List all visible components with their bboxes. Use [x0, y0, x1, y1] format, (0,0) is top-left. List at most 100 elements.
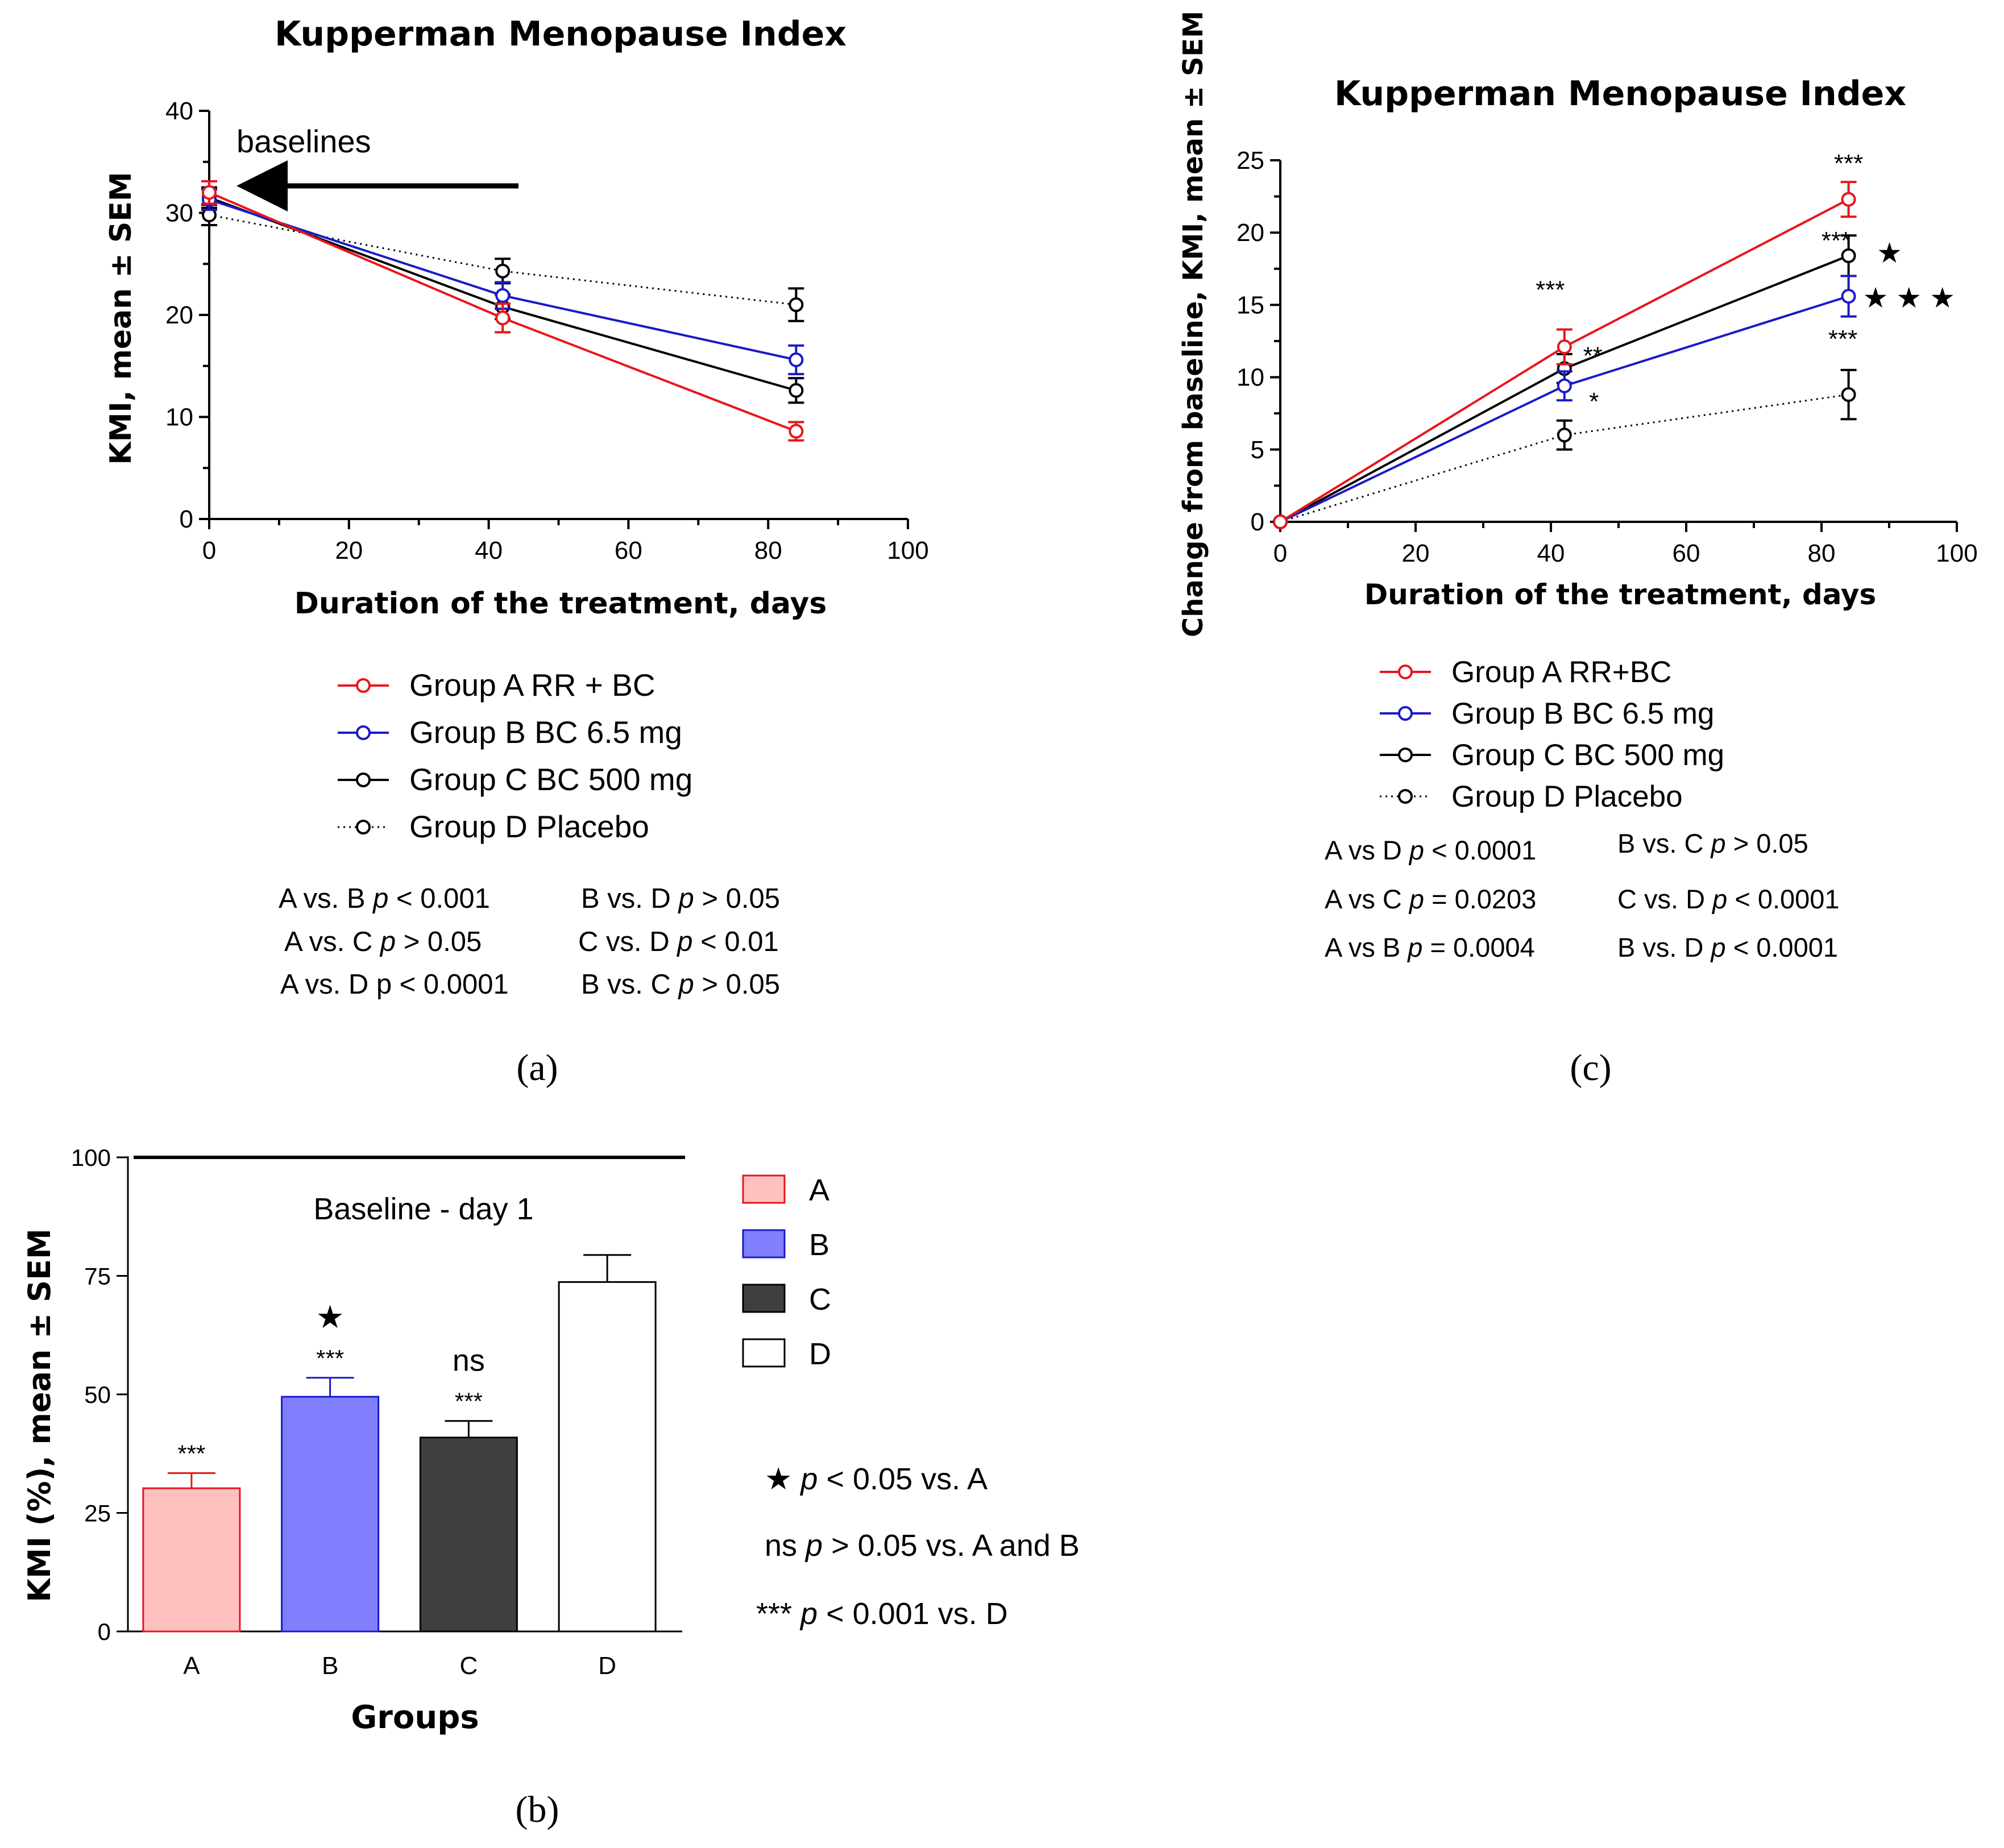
stat-text: B vs. D p > 0.05 [581, 883, 780, 914]
data-point [1557, 339, 1572, 355]
panel-c-title: Kupperman Menopause Index [1334, 74, 1906, 114]
legend-swatch-A [742, 1174, 786, 1204]
bar-C [419, 1436, 518, 1633]
data-point [789, 352, 804, 367]
x-tick-label: 0 [1273, 539, 1287, 567]
panel-c-y-axis-label: Change from baseline, KMI, mean ± SEM [1177, 11, 1209, 637]
y-tick-label: 10 [165, 404, 193, 431]
sig-mark: *** [316, 1345, 344, 1372]
y-tick-label: 20 [1237, 219, 1264, 247]
panel-a-caption: (a) [516, 1047, 558, 1089]
panel-c-data [1273, 181, 1857, 529]
legend-label-B: B [809, 1228, 829, 1262]
baselines-annotation: baselines [237, 123, 371, 159]
legend-label-1: Group B BC 6.5 mg [409, 715, 682, 750]
data-point [1841, 387, 1856, 402]
y-tick-label: 10 [1237, 364, 1264, 392]
data-point [202, 185, 217, 200]
panel-c-annotations: ************ ★***★★★ [1536, 149, 1963, 416]
legend-label-2: Group C BC 500 mg [409, 762, 692, 797]
data-point [1841, 248, 1856, 263]
legend-marker-1 [1398, 706, 1413, 721]
y-tick-label: 100 [71, 1144, 111, 1171]
bar-A [142, 1487, 241, 1633]
sig-mark: *** [1834, 149, 1863, 177]
panel-b-data: A *** B *** ★ C *** ns D [134, 1156, 685, 1680]
legend-swatch-C [742, 1284, 786, 1313]
stat-text: A vs. D p < 0.0001 [280, 969, 509, 1000]
y-tick-label: 25 [84, 1500, 111, 1527]
x-tick-label: A [183, 1652, 200, 1680]
panel-c-stats: A vs D p < 0.0001 A vs C p = 0.0203 A vs B… [1325, 828, 1840, 962]
legend-label-1: Group B BC 6.5 mg [1451, 697, 1714, 730]
panel-b-y-axis-label: KMI (%), mean ± SEM [22, 1228, 57, 1602]
y-tick-label: 0 [180, 505, 193, 533]
panel-a: Kupperman Menopause Index 0 20 40 60 80 100 0 1… [104, 14, 929, 1089]
legend-label-C: C [809, 1282, 831, 1317]
series-line-3 [1280, 393, 1849, 523]
note-text: ns p > 0.05 vs. A and B [765, 1529, 1080, 1563]
x-tick-label: 20 [335, 537, 363, 564]
y-tick-label: 15 [1237, 291, 1264, 319]
legend-marker-2 [356, 773, 371, 787]
star-mark: ★★★ [1863, 282, 1963, 314]
y-tick-label: 25 [1237, 147, 1264, 175]
sig-mark: *** [1822, 227, 1851, 255]
legend-marker-2 [1398, 747, 1413, 762]
legend-swatch-D [742, 1338, 786, 1368]
x-tick-label: 0 [202, 537, 216, 564]
star-mark: ★ [1877, 237, 1902, 269]
data-point [1273, 514, 1288, 529]
x-tick-label: 100 [887, 537, 928, 564]
y-tick-label: 0 [98, 1618, 111, 1645]
y-tick-label: 0 [1251, 508, 1264, 536]
x-tick-label: D [598, 1652, 616, 1680]
legend-label-0: Group A RR + BC [409, 667, 655, 703]
panel-a-title: Kupperman Menopause Index [275, 14, 847, 54]
sig-mark: *** [1536, 276, 1565, 304]
sig-mark: *** [177, 1440, 205, 1467]
stat-text: B vs. D p < 0.0001 [1617, 932, 1838, 962]
y-tick-label: 30 [165, 200, 193, 227]
panel-a-x-axis-label: Duration of the treatment, days [294, 587, 827, 621]
baseline-line-label: Baseline - day 1 [313, 1192, 533, 1226]
data-point [789, 423, 804, 439]
sig-mark: ** [1583, 342, 1603, 369]
panel-c-legend: Group A RR+BC Group B BC 6.5 mg Group C BC… [1380, 655, 1724, 813]
y-tick-label: 40 [165, 97, 193, 125]
y-tick-label: 75 [84, 1263, 111, 1290]
stat-text: C vs. D p < 0.01 [578, 927, 779, 957]
panel-b-x-axis-label: Groups [351, 1699, 479, 1736]
panel-a-data [201, 180, 804, 442]
y-tick-label: 20 [165, 301, 193, 329]
note-text: *** p < 0.001 vs. D [756, 1597, 1008, 1631]
panel-a-legend: Group A RR + BC Group B BC 6.5 mg Group C … [338, 667, 692, 844]
x-tick-label: 100 [1936, 539, 1977, 567]
x-tick-label: 80 [1808, 539, 1836, 567]
panel-b: 0 25 50 75 100 A *** B *** ★ C *** ns D Baseline - d… [22, 1144, 1080, 1830]
stat-text: A vs B p = 0.0004 [1325, 932, 1535, 962]
x-tick-label: 20 [1402, 539, 1430, 567]
y-tick-label: 50 [84, 1381, 111, 1408]
panel-c-axes: 0 20 40 60 80 100 0 5 10 15 20 25 [1237, 147, 1978, 567]
data-point [1841, 192, 1856, 207]
legend-marker-3 [356, 820, 371, 834]
panel-a-stats: A vs. B p < 0.001 A vs. C p > 0.05 A vs. D… [279, 883, 780, 1000]
x-tick-label: 80 [754, 537, 782, 564]
note-text: ★ p < 0.05 vs. A [765, 1462, 988, 1496]
data-point [1557, 378, 1572, 393]
data-point [495, 288, 511, 303]
sig-mark-2: ns [453, 1344, 485, 1378]
x-tick-label: 40 [1537, 539, 1565, 567]
panel-b-caption: (b) [516, 1789, 559, 1830]
x-tick-label: 40 [475, 537, 503, 564]
panel-c: Kupperman Menopause Index 0 20 40 60 80 100 0 5… [1177, 11, 1978, 1089]
sig-mark: *** [1828, 325, 1857, 353]
stat-text: C vs. D p < 0.0001 [1617, 884, 1840, 914]
stat-text: A vs. B p < 0.001 [279, 883, 490, 914]
legend-marker-0 [356, 678, 371, 693]
stat-text: A vs C p = 0.0203 [1325, 884, 1536, 914]
data-point [789, 383, 804, 398]
legend-marker-0 [1398, 665, 1413, 679]
